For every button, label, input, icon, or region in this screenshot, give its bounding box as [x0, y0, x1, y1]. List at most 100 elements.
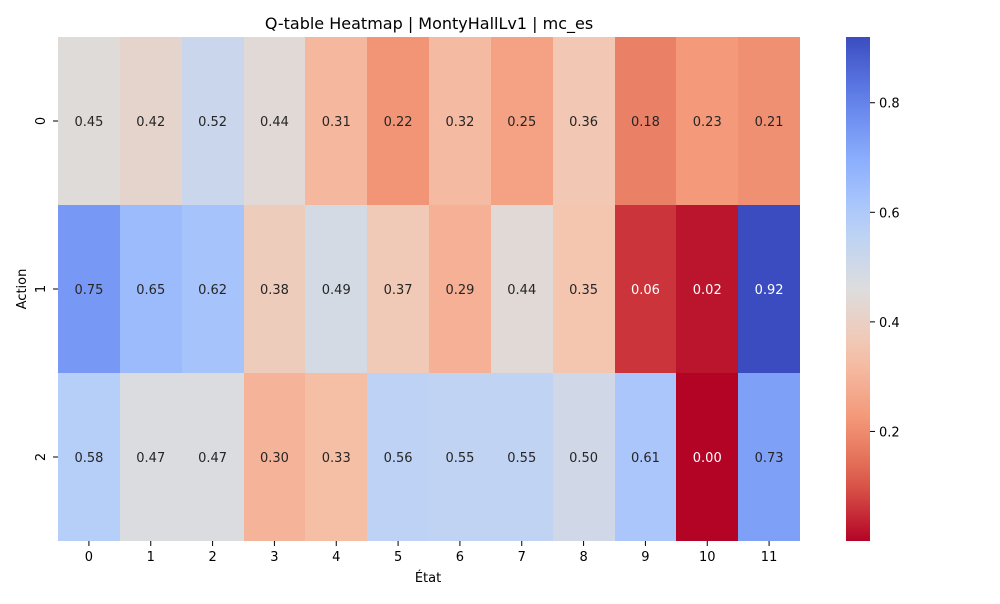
heatmap-cell — [553, 205, 615, 373]
cell-value-label: 0.06 — [631, 283, 660, 298]
x-tick-label: 7 — [518, 550, 526, 565]
cell-value-label: 0.75 — [74, 283, 103, 298]
colorbar-tick-label: 0.2 — [879, 425, 900, 440]
y-axis-ticks: 0 1 2 — [34, 117, 58, 461]
heatmap-cell — [58, 205, 120, 373]
cell-value-label: 0.45 — [74, 115, 103, 130]
cell-value-label: 0.44 — [507, 283, 536, 298]
heatmap-cell — [429, 37, 491, 205]
heatmap-cell — [615, 373, 676, 541]
x-tick-label: 4 — [332, 550, 340, 565]
heatmap-cells: 0.45 0.42 0.52 0.44 0.31 0.22 0.32 0.25 0.36 0.18… — [58, 37, 800, 541]
cell-value-label: 0.23 — [693, 115, 722, 130]
x-tick-label: 6 — [456, 550, 464, 565]
heatmap-cell — [367, 37, 429, 205]
heatmap-cell — [615, 37, 676, 205]
heatmap-cell — [182, 37, 244, 205]
cell-value-label: 0.55 — [507, 451, 536, 466]
x-axis-label: État — [415, 570, 441, 586]
cell-value-label: 0.61 — [631, 451, 660, 466]
heatmap-cell — [429, 205, 491, 373]
cell-value-label: 0.50 — [569, 451, 598, 466]
heatmap-cell — [244, 373, 305, 541]
heatmap-cell — [676, 37, 738, 205]
cell-value-label: 0.58 — [74, 451, 103, 466]
heatmap-cell — [615, 205, 676, 373]
y-tick-label: 2 — [34, 453, 49, 461]
heatmap-cell — [182, 373, 244, 541]
cell-value-label: 0.18 — [631, 115, 660, 130]
chart-title: Q-table Heatmap | MontyHallLv1 | mc_es — [265, 14, 593, 34]
cell-value-label: 0.62 — [198, 283, 227, 298]
x-tick-label: 0 — [85, 550, 93, 565]
x-tick-label: 5 — [394, 550, 402, 565]
cell-value-label: 0.35 — [569, 283, 598, 298]
heatmap-cell — [429, 373, 491, 541]
x-tick-label: 3 — [270, 550, 278, 565]
colorbar-tick-label: 0.8 — [879, 97, 900, 112]
y-tick-label: 1 — [34, 285, 49, 293]
colorbar-tick-label: 0.4 — [879, 316, 900, 331]
heatmap-cell — [367, 205, 429, 373]
heatmap-cell — [120, 37, 182, 205]
y-axis-label: Action — [15, 269, 30, 310]
colorbar-ticks: 0.2 0.4 0.6 0.8 — [870, 97, 900, 440]
cell-value-label: 0.44 — [260, 115, 289, 130]
heatmap-cell — [120, 205, 182, 373]
colorbar — [846, 37, 870, 541]
heatmap-cell — [738, 37, 800, 205]
heatmap-cell — [120, 373, 182, 541]
x-tick-label: 9 — [641, 550, 649, 565]
cell-value-label: 0.49 — [322, 283, 351, 298]
colorbar-tick-label: 0.6 — [879, 206, 900, 221]
cell-value-label: 0.36 — [569, 115, 598, 130]
heatmap-cell — [58, 373, 120, 541]
cell-value-label: 0.65 — [136, 283, 165, 298]
heatmap-cell — [367, 373, 429, 541]
heatmap-cell — [58, 37, 120, 205]
x-tick-label: 1 — [147, 550, 155, 565]
cell-value-label: 0.47 — [198, 451, 227, 466]
heatmap-cell — [182, 205, 244, 373]
cell-value-label: 0.42 — [136, 115, 165, 130]
cell-value-label: 0.56 — [384, 451, 413, 466]
cell-value-label: 0.37 — [384, 283, 413, 298]
cell-value-label: 0.02 — [693, 283, 722, 298]
cell-value-label: 0.00 — [693, 451, 722, 466]
cell-value-label: 0.22 — [384, 115, 413, 130]
cell-value-label: 0.30 — [260, 451, 289, 466]
heatmap-cell — [305, 37, 367, 205]
x-tick-label: 11 — [761, 550, 778, 565]
cell-value-label: 0.55 — [445, 451, 474, 466]
heatmap-cell — [305, 373, 367, 541]
cell-value-label: 0.73 — [755, 451, 784, 466]
heatmap-cell — [676, 373, 738, 541]
heatmap-cell — [676, 205, 738, 373]
cell-value-label: 0.38 — [260, 283, 289, 298]
cell-value-label: 0.52 — [198, 115, 227, 130]
cell-value-label: 0.33 — [322, 451, 351, 466]
x-tick-label: 10 — [699, 550, 716, 565]
x-tick-label: 2 — [208, 550, 216, 565]
cell-value-label: 0.31 — [322, 115, 351, 130]
heatmap-cell — [738, 205, 800, 373]
cell-value-label: 0.32 — [445, 115, 474, 130]
cell-value-label: 0.25 — [507, 115, 536, 130]
heatmap-cell — [553, 373, 615, 541]
cell-value-label: 0.29 — [445, 283, 474, 298]
cell-value-label: 0.47 — [136, 451, 165, 466]
heatmap-cell — [553, 37, 615, 205]
heatmap-cell — [738, 373, 800, 541]
y-tick-label: 0 — [34, 117, 49, 125]
heatmap-cell — [491, 37, 553, 205]
x-axis-ticks: 0 1 2 3 4 5 6 7 8 9 10 11 — [85, 541, 778, 565]
heatmap-cell — [244, 37, 305, 205]
x-tick-label: 8 — [579, 550, 587, 565]
heatmap-cell — [244, 205, 305, 373]
cell-value-label: 0.21 — [755, 115, 784, 130]
heatmap-cell — [305, 205, 367, 373]
heatmap-cell — [491, 205, 553, 373]
heatmap-cell — [491, 373, 553, 541]
